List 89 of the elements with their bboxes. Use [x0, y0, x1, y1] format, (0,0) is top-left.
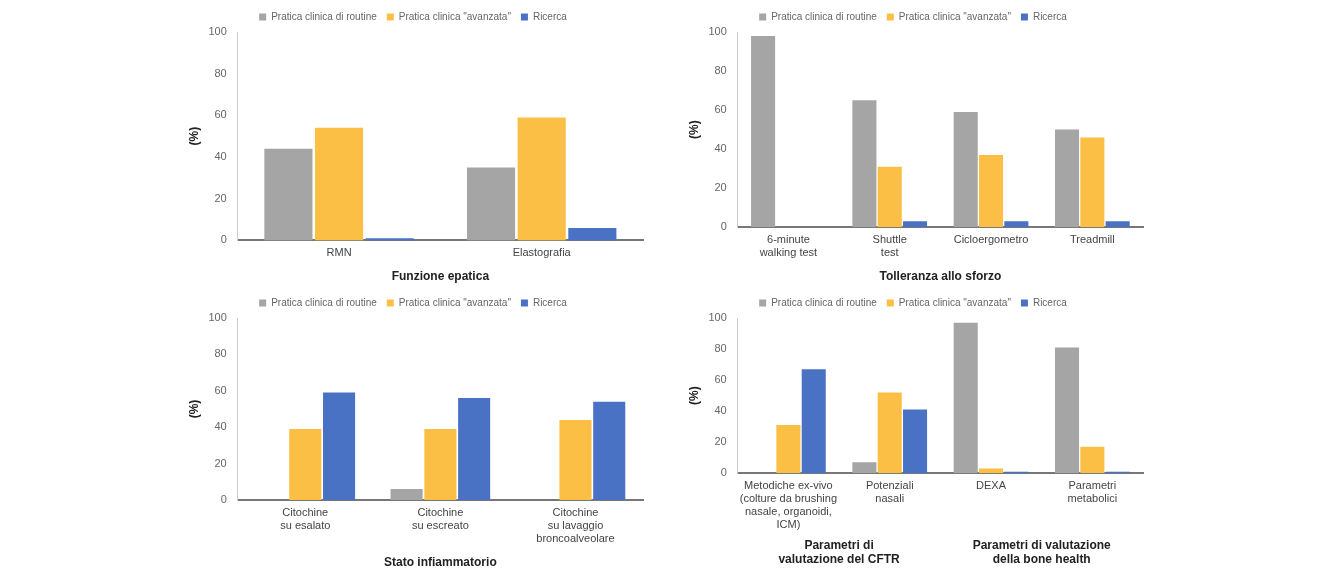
- x-tick-label: Citochine su esalato: [279, 505, 330, 531]
- bar: [567, 227, 616, 241]
- legend-label: Pratica clinica "avanzata": [398, 296, 511, 308]
- legend-label: Pratica clinica di routine: [770, 296, 877, 308]
- y-tick-label: 100: [707, 311, 727, 324]
- legend-label: Ricerca: [532, 296, 567, 308]
- y-tick-label: 20: [214, 456, 227, 469]
- legend-label: Pratica clinica di routine: [770, 10, 877, 22]
- bar: [902, 409, 927, 474]
- bar: [423, 429, 456, 500]
- bar: [1079, 446, 1104, 474]
- bar: [978, 154, 1003, 228]
- y-tick-label: 60: [714, 103, 727, 116]
- bar: [457, 398, 490, 500]
- x-tick-label: Cicloergometro: [953, 232, 1028, 245]
- y-tick-label: 20: [714, 435, 727, 448]
- legend-label: Pratica clinica "avanzata": [398, 10, 511, 22]
- x-tick-label: Citochine su lavaggio broncoalveolare: [535, 505, 615, 545]
- bar: [953, 322, 978, 474]
- y-tick-label: 0: [220, 233, 227, 246]
- x-tick-label: DEXA: [975, 478, 1007, 491]
- bar: [750, 35, 775, 228]
- y-tick-label: 60: [714, 373, 727, 386]
- x-tick-label: Shuttle test: [872, 232, 907, 259]
- y-axis-title: (%): [686, 386, 701, 405]
- legend-label: Pratica clinica di routine: [270, 10, 377, 22]
- y-tick-label: 60: [214, 108, 227, 121]
- bar: [517, 117, 566, 241]
- y-tick-label: 40: [714, 142, 727, 155]
- bar: [801, 369, 826, 474]
- legend-label: Ricerca: [1032, 296, 1067, 308]
- y-axis-title: (%): [186, 399, 201, 419]
- legend-label: Pratica clinica "avanzata": [898, 296, 1011, 308]
- text: Parametri di valutazione della bone health: [972, 538, 1111, 567]
- x-tick-label: Elastografia: [512, 246, 572, 259]
- y-tick-label: 80: [214, 66, 227, 79]
- bar: [592, 401, 625, 500]
- y-tick-label: 80: [714, 64, 727, 77]
- bar: [390, 489, 423, 500]
- bar: [775, 425, 800, 474]
- y-tick-label: 100: [207, 25, 227, 38]
- y-tick-label: 20: [714, 181, 727, 194]
- x-axis-title: Funzione epatica: [391, 269, 489, 284]
- bar: [1054, 129, 1079, 228]
- x-tick-label: Citochine su escreato: [411, 505, 469, 531]
- y-tick-label: 0: [220, 493, 227, 506]
- y-tick-label: 80: [714, 342, 727, 355]
- bar: [877, 392, 902, 474]
- x-axis-title: Stato infiammatorio: [383, 555, 497, 570]
- x-tick-label: 6-minute walking test: [758, 232, 817, 259]
- bar: [1105, 221, 1130, 228]
- y-tick-label: 0: [720, 220, 727, 233]
- legend-label: Pratica clinica di routine: [270, 296, 377, 308]
- y-tick-label: 80: [214, 347, 227, 360]
- bar: [877, 166, 902, 228]
- x-tick-label: RMN: [326, 246, 352, 259]
- bar: [1003, 221, 1028, 228]
- bar: [953, 112, 978, 228]
- text: Parametri di valutazione del CFTR: [777, 538, 900, 567]
- bar: [322, 392, 355, 500]
- y-tick-label: 40: [714, 404, 727, 417]
- bar: [1079, 137, 1104, 228]
- y-axis-title: (%): [186, 126, 201, 146]
- legend-label: Ricerca: [532, 10, 567, 22]
- y-tick-label: 40: [214, 420, 227, 433]
- bar: [314, 127, 363, 241]
- y-tick-label: 100: [707, 25, 727, 38]
- bar: [558, 419, 591, 500]
- x-tick-label: Treadmill: [1069, 232, 1115, 245]
- bar: [902, 221, 927, 228]
- y-tick-label: 100: [207, 311, 227, 324]
- legend-label: Pratica clinica "avanzata": [898, 10, 1011, 22]
- x-tick-label: Potenziali nasali: [865, 478, 914, 505]
- bar: [365, 238, 414, 241]
- x-tick-label: Parametri metabolici: [1067, 478, 1117, 505]
- bar: [263, 148, 312, 241]
- y-tick-label: 60: [214, 383, 227, 396]
- bar: [1054, 347, 1079, 474]
- y-tick-label: 0: [720, 466, 727, 479]
- y-tick-label: 40: [214, 150, 227, 163]
- y-axis-title: (%): [686, 120, 701, 139]
- bar: [466, 167, 515, 241]
- bar: [851, 462, 876, 474]
- y-tick-label: 20: [214, 191, 227, 204]
- x-axis-title: Tolleranza allo sforzo: [878, 269, 1001, 284]
- x-tick-label: Metodiche ex-vivo (colture da brushing nasale, organoidi, ICM): [739, 478, 837, 531]
- bar: [288, 429, 321, 500]
- legend-label: Ricerca: [1032, 10, 1067, 22]
- bar: [851, 100, 876, 228]
